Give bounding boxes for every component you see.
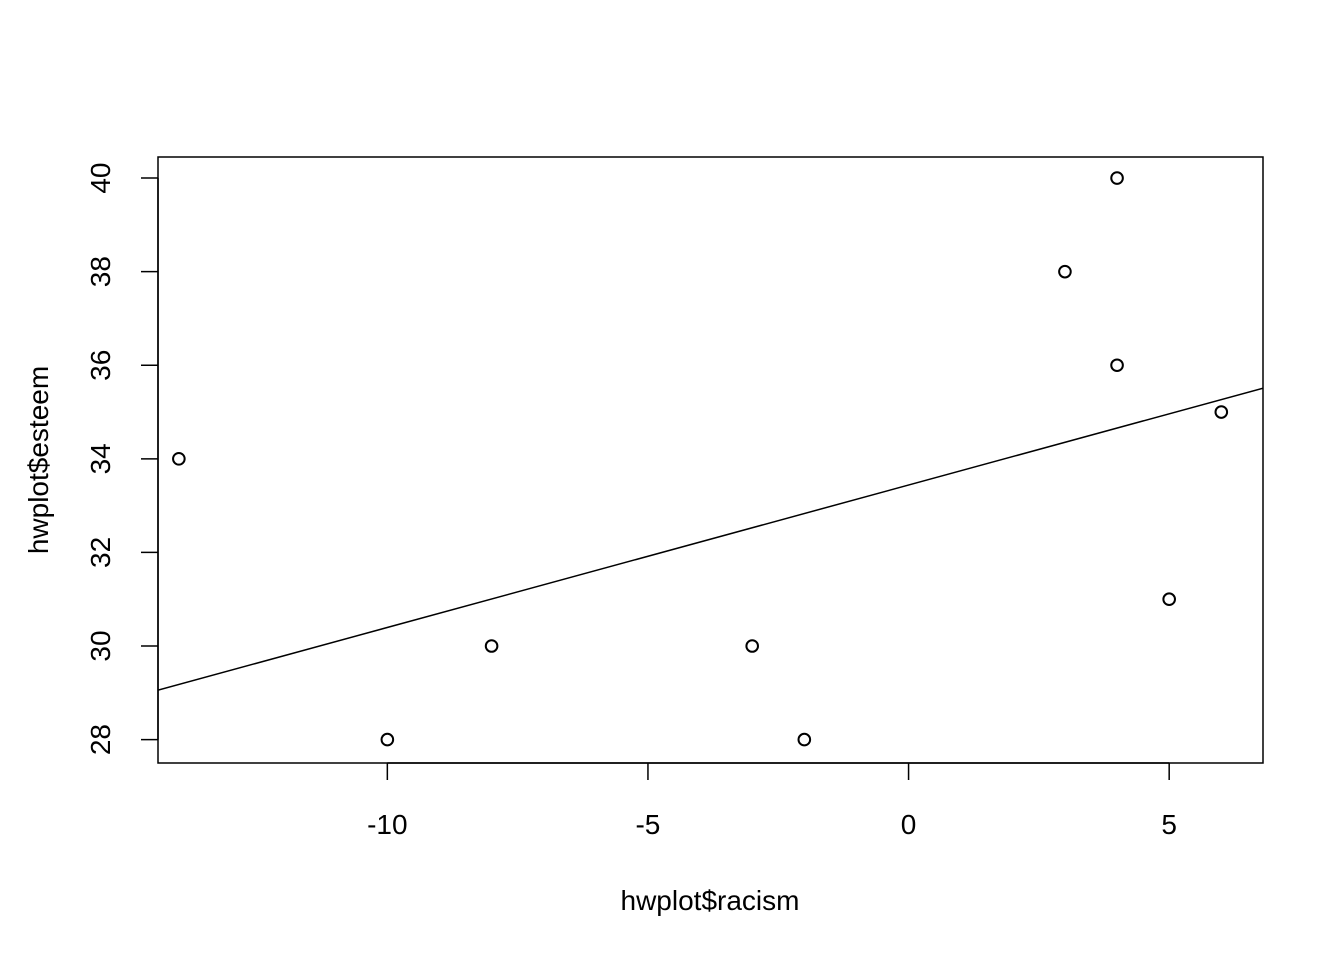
x-tick-label: -5 [635,809,660,840]
x-tick-label: -10 [367,809,407,840]
x-tick-label: 0 [901,809,917,840]
data-point [745,639,759,653]
y-tick-label: 28 [85,724,116,755]
plot-content: -10 -5 0 5 28 30 32 34 36 38 40 [85,156,1264,840]
data-point [172,452,186,466]
data-point [484,639,499,653]
data-point [797,732,812,747]
data-point [1110,171,1124,185]
y-tick-label: 34 [85,443,116,474]
x-axis-label: hwplot$racism [621,885,800,916]
regression-line [158,387,1263,691]
data-point [1162,592,1176,607]
y-tick-label: 36 [85,350,116,381]
data-point [380,732,395,747]
y-tick-label: 32 [85,537,116,568]
data-point [1110,358,1124,373]
data-point [1058,264,1072,279]
x-tick-label: 5 [1161,809,1177,840]
data-point [1214,405,1229,419]
y-tick-label: 30 [85,630,116,661]
y-tick-label: 38 [85,256,116,287]
y-axis-label: hwplot$esteem [23,366,54,554]
y-tick-label: 40 [85,162,116,193]
